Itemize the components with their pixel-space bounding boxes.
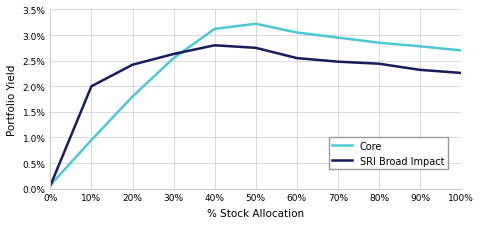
Legend: Core, SRI Broad Impact: Core, SRI Broad Impact	[328, 137, 447, 170]
Core	[48, 184, 53, 187]
SRI Broad Impact	[293, 57, 299, 60]
Core	[129, 96, 135, 98]
SRI Broad Impact	[457, 72, 463, 75]
SRI Broad Impact	[334, 61, 340, 64]
Core	[293, 32, 299, 35]
Core	[457, 50, 463, 52]
SRI Broad Impact	[375, 63, 381, 66]
Core	[88, 139, 94, 142]
Line: Core: Core	[50, 25, 460, 185]
Core	[334, 37, 340, 40]
Core	[375, 42, 381, 45]
SRI Broad Impact	[88, 86, 94, 88]
SRI Broad Impact	[252, 47, 258, 50]
SRI Broad Impact	[170, 53, 176, 56]
Core	[416, 46, 422, 48]
Core	[252, 23, 258, 26]
SRI Broad Impact	[211, 45, 217, 47]
Line: SRI Broad Impact: SRI Broad Impact	[50, 46, 460, 186]
SRI Broad Impact	[48, 184, 53, 187]
SRI Broad Impact	[129, 64, 135, 67]
X-axis label: % Stock Allocation: % Stock Allocation	[207, 208, 304, 218]
Y-axis label: Portfolio Yield: Portfolio Yield	[7, 64, 17, 135]
SRI Broad Impact	[416, 69, 422, 72]
Core	[211, 28, 217, 31]
Core	[170, 57, 176, 60]
